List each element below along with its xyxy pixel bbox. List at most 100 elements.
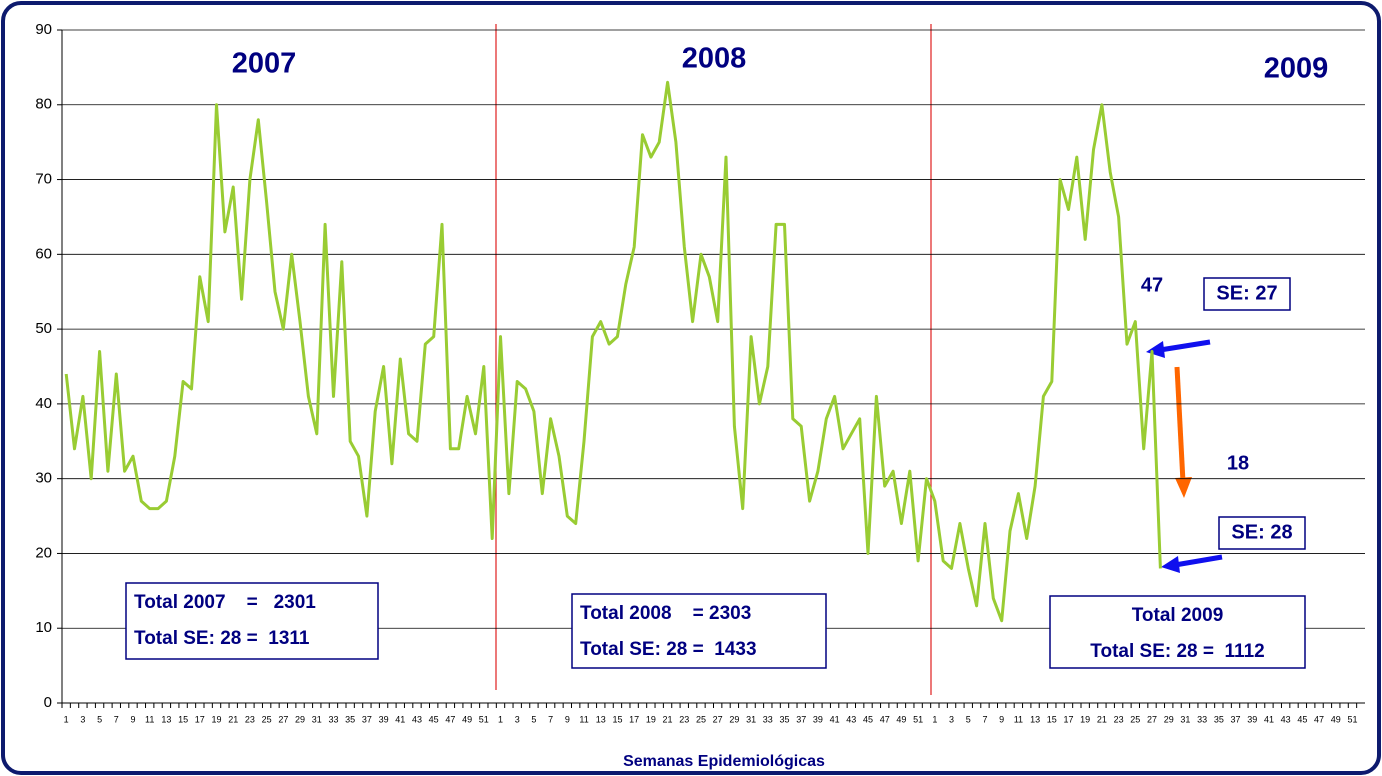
x-tick-label: 39 bbox=[379, 714, 389, 724]
total-box bbox=[1049, 595, 1306, 669]
year-label: 2007 bbox=[232, 48, 297, 80]
y-tick-label: 20 bbox=[35, 544, 52, 561]
x-tick-label: 37 bbox=[1231, 714, 1241, 724]
x-tick-label: 37 bbox=[796, 714, 806, 724]
x-tick-label: 33 bbox=[328, 714, 338, 724]
x-tick-label: 3 bbox=[80, 714, 85, 724]
total-box bbox=[571, 593, 827, 669]
annotation: SE: 28 bbox=[1231, 521, 1292, 543]
x-tick-label: 39 bbox=[1247, 714, 1257, 724]
x-tick-label: 23 bbox=[245, 714, 255, 724]
x-tick-label: 15 bbox=[612, 714, 622, 724]
x-tick-label: 7 bbox=[114, 714, 119, 724]
y-tick-label: 0 bbox=[44, 694, 52, 711]
x-tick-label: 33 bbox=[763, 714, 773, 724]
x-tick-label: 45 bbox=[1297, 714, 1307, 724]
x-tick-label: 49 bbox=[1331, 714, 1341, 724]
x-tick-label: 47 bbox=[880, 714, 890, 724]
year-label: 2008 bbox=[682, 43, 747, 75]
total-box bbox=[125, 582, 379, 660]
y-tick-label: 80 bbox=[35, 96, 52, 113]
x-tick-label: 45 bbox=[863, 714, 873, 724]
x-tick-label: 29 bbox=[1164, 714, 1174, 724]
x-tick-label: 19 bbox=[646, 714, 656, 724]
x-tick-label: 49 bbox=[896, 714, 906, 724]
x-tick-label: 35 bbox=[1214, 714, 1224, 724]
x-tick-label: 13 bbox=[161, 714, 171, 724]
x-tick-label: 51 bbox=[1347, 714, 1357, 724]
y-tick-label: 70 bbox=[35, 171, 52, 188]
x-tick-label: 23 bbox=[679, 714, 689, 724]
x-tick-label: 19 bbox=[1080, 714, 1090, 724]
y-tick-label: 50 bbox=[35, 320, 52, 337]
x-tick-label: 17 bbox=[629, 714, 639, 724]
x-tick-label: 35 bbox=[345, 714, 355, 724]
y-tick-label: 40 bbox=[35, 395, 52, 412]
x-tick-label: 17 bbox=[1063, 714, 1073, 724]
x-tick-label: 51 bbox=[479, 714, 489, 724]
x-tick-label: 9 bbox=[999, 714, 1004, 724]
x-tick-label: 5 bbox=[966, 714, 971, 724]
x-tick-label: 9 bbox=[130, 714, 135, 724]
x-tick-label: 45 bbox=[429, 714, 439, 724]
x-tick-label: 37 bbox=[362, 714, 372, 724]
x-tick-label: 3 bbox=[515, 714, 520, 724]
y-tick-label: 30 bbox=[35, 470, 52, 487]
x-tick-label: 41 bbox=[1264, 714, 1274, 724]
annotation: 18 bbox=[1227, 452, 1249, 474]
x-tick-label: 1 bbox=[64, 714, 69, 724]
x-tick-label: 41 bbox=[830, 714, 840, 724]
x-tick-label: 33 bbox=[1197, 714, 1207, 724]
x-tick-label: 21 bbox=[228, 714, 238, 724]
x-tick-label: 25 bbox=[1130, 714, 1140, 724]
x-tick-label: 1 bbox=[932, 714, 937, 724]
x-tick-label: 19 bbox=[212, 714, 222, 724]
x-tick-label: 1 bbox=[498, 714, 503, 724]
annotation-box bbox=[1203, 277, 1291, 311]
x-tick-label: 49 bbox=[462, 714, 472, 724]
x-tick-label: 21 bbox=[663, 714, 673, 724]
x-tick-label: 51 bbox=[913, 714, 923, 724]
x-tick-label: 5 bbox=[531, 714, 536, 724]
x-tick-label: 21 bbox=[1097, 714, 1107, 724]
x-tick-label: 11 bbox=[145, 714, 154, 724]
x-tick-label: 29 bbox=[729, 714, 739, 724]
x-tick-label: 13 bbox=[1030, 714, 1040, 724]
x-tick-label: 35 bbox=[779, 714, 789, 724]
x-tick-label: 7 bbox=[548, 714, 553, 724]
x-tick-label: 47 bbox=[445, 714, 455, 724]
data-line bbox=[64, 80, 1162, 623]
x-tick-label: 15 bbox=[178, 714, 188, 724]
y-tick-label: 60 bbox=[35, 245, 52, 262]
x-tick-label: 17 bbox=[195, 714, 205, 724]
total-text: Total SE: 28 = 1433 bbox=[580, 639, 757, 660]
y-tick-label: 10 bbox=[35, 619, 52, 636]
y-tick-label: 90 bbox=[35, 21, 52, 38]
x-tick-label: 9 bbox=[565, 714, 570, 724]
x-tick-label: 25 bbox=[262, 714, 272, 724]
x-tick-label: 43 bbox=[412, 714, 422, 724]
x-tick-label: 3 bbox=[949, 714, 954, 724]
x-tick-label: 15 bbox=[1047, 714, 1057, 724]
x-tick-label: 5 bbox=[97, 714, 102, 724]
x-tick-label: 29 bbox=[295, 714, 305, 724]
x-tick-label: 27 bbox=[278, 714, 288, 724]
x-tick-label: 31 bbox=[746, 714, 756, 724]
x-tick-label: 11 bbox=[579, 714, 588, 724]
x-tick-label: 39 bbox=[813, 714, 823, 724]
x-tick-label: 41 bbox=[395, 714, 405, 724]
x-tick-label: 13 bbox=[596, 714, 606, 724]
x-tick-label: 27 bbox=[1147, 714, 1157, 724]
total-text: Total SE: 28 = 1311 bbox=[134, 628, 310, 649]
year-label: 2009 bbox=[1264, 53, 1329, 85]
x-axis-label: Semanas Epidemiológicas bbox=[623, 753, 825, 770]
x-tick-label: 7 bbox=[982, 714, 987, 724]
x-tick-label: 23 bbox=[1114, 714, 1124, 724]
annotation: SE: 27 bbox=[1216, 282, 1277, 304]
total-text: Total 2007 = 2301 bbox=[134, 592, 316, 613]
x-tick-label: 43 bbox=[1281, 714, 1291, 724]
total-text: Total 2009 bbox=[1132, 605, 1224, 626]
x-tick-label: 25 bbox=[696, 714, 706, 724]
